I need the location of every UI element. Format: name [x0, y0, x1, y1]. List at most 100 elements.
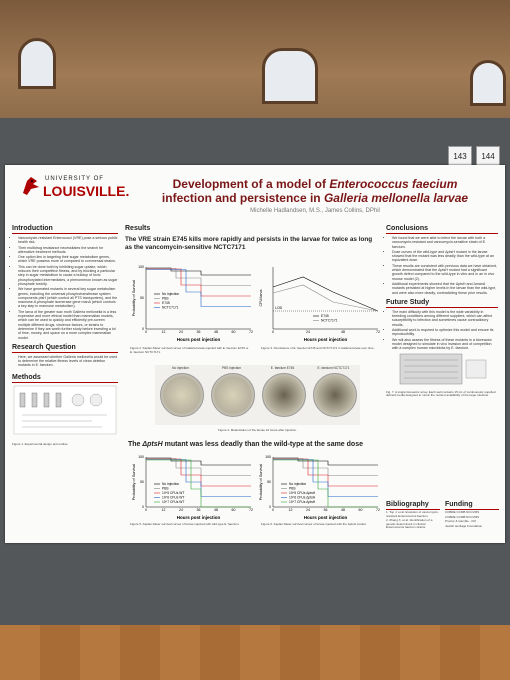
- bullet-list: Vancomycin-resistant Enterococci (VRE) p…: [12, 236, 118, 340]
- curve: [146, 269, 251, 307]
- x-tick-label: 0: [272, 330, 274, 334]
- funder: COBRE CCMB NCCVMS: [445, 510, 480, 514]
- middle-column: Results The VRE strain E745 kills more r…: [125, 225, 380, 251]
- x-tick-label: 72: [249, 508, 253, 512]
- legend-label: 10^5 CFUs WT: [162, 491, 184, 495]
- section-heading: Funding: [445, 501, 499, 510]
- title-text: Enterococcus faecium: [329, 177, 458, 191]
- curve: [273, 459, 378, 508]
- y-tick-label: 100: [138, 455, 144, 459]
- legend-label: NCTC7171: [321, 319, 338, 323]
- x-tick-label: 48: [214, 508, 218, 512]
- legend-label: NCTC7171: [162, 306, 179, 310]
- bullet: We have generated mutants in several key…: [18, 287, 118, 308]
- x-axis-title: Hours post injection: [304, 515, 348, 520]
- curve: [146, 459, 251, 497]
- x-tick-label: 36: [197, 508, 201, 512]
- photo-label: No injection: [172, 366, 189, 370]
- section-heading: Methods: [12, 374, 118, 383]
- x-tick-label: 48: [341, 508, 345, 512]
- legend-label: PBS: [162, 297, 169, 301]
- photo-label: PBS injection: [222, 366, 241, 370]
- bullet: Dose curves of the wild-type and ΔptsH m…: [392, 250, 498, 263]
- x-axis-title: Hours post injection: [177, 515, 221, 520]
- x-tick-label: 0: [145, 330, 147, 334]
- bibliography: Bibliography 1. Top J, et al. Evolution …: [386, 501, 440, 530]
- bullet: Additional work is required to optimize …: [392, 328, 498, 337]
- bullet: We found that we were able to infect the…: [392, 236, 498, 249]
- legend-label: 10^5 CFUs ΔptsH: [289, 491, 316, 495]
- x-tick-label: 24: [306, 508, 310, 512]
- curve: [272, 284, 379, 312]
- petri-dish: [160, 373, 204, 417]
- university-name: LOUISVILLE.: [43, 183, 130, 199]
- section-heading: Conclusions: [386, 225, 498, 234]
- x-tick-label: 72: [376, 508, 380, 512]
- petri-dish: [211, 373, 255, 417]
- bullet: Additional experiments showed that the Δ…: [392, 282, 498, 295]
- window: [470, 60, 506, 106]
- y-tick-label: 50: [267, 480, 271, 484]
- petri-dish: [313, 373, 357, 417]
- curve: [272, 276, 379, 312]
- figure-caption: Figure 1. Experimental design and outlin…: [12, 441, 69, 446]
- curve: [273, 458, 378, 476]
- x-tick-label: 12: [162, 508, 166, 512]
- curve: [146, 268, 251, 286]
- legend-label: No injection: [162, 292, 179, 296]
- window: [262, 48, 318, 104]
- x-tick-label: 48: [341, 330, 345, 334]
- legend-label: No injection: [289, 482, 306, 486]
- poster: UNIVERSITY OF LOUISVILLE. Development of…: [5, 165, 505, 543]
- x-tick-label: 24: [179, 508, 183, 512]
- figure-caption: Figure 6. Kaplan-Meier survival curves o…: [261, 522, 367, 526]
- funding: Funding COBRE CCMB NCCVMS COBRE CCMB NCCV…: [445, 501, 499, 528]
- y-axis-title: Probability of Survival: [259, 464, 263, 501]
- bullet-list: We found that we were able to infect the…: [386, 236, 498, 295]
- x-tick-label: 24: [306, 330, 310, 334]
- photo-label: E. faecium E745: [270, 366, 295, 370]
- logo-cardinal: [23, 177, 39, 195]
- cfu-chart: 0 24 48 72 Hours post injection CFU/larva LOD E…: [259, 267, 380, 342]
- legend-label: No injection: [162, 482, 179, 486]
- figure-caption: Figure 5. Kaplan-Meier survival curves o…: [130, 522, 240, 526]
- wall: [0, 0, 510, 125]
- y-tick-label: 0: [269, 505, 271, 509]
- reference: 2. Zhang X, et al. Identification of a g…: [386, 518, 433, 530]
- bullet: We will also assess the fitness of these…: [392, 338, 498, 351]
- authors: Michelle Hadlandsen, M.S., James Collins…: [250, 208, 380, 214]
- funder: Jewish Heritage Foundation: [445, 523, 483, 528]
- paragraph: Here, we assessed whether Galleria mello…: [18, 354, 118, 368]
- curve: [146, 458, 251, 476]
- larvae-photos: No injection PBS injection E. faecium E745…: [155, 365, 360, 425]
- legend-label: 10^7 CFUs WT: [162, 500, 184, 504]
- floor: [0, 625, 510, 680]
- board-number: 143: [448, 146, 472, 166]
- x-tick-label: 48: [214, 330, 218, 334]
- y-tick-label: 100: [138, 265, 144, 269]
- legend-label: E745: [321, 314, 329, 318]
- section-heading: Research Question: [12, 344, 118, 353]
- section-heading: Bibliography: [386, 501, 440, 510]
- bullet: Their multidrug resistance necessitates …: [18, 246, 118, 255]
- figure-caption: Figure 2. Kaplan-Meier survival curves o…: [130, 346, 249, 354]
- bullet: The larva of the greater wax moth Galler…: [18, 310, 118, 340]
- x-tick-label: 0: [145, 508, 147, 512]
- figure-caption: Fig. 7. A single bioreactor array. Each …: [386, 389, 496, 398]
- bullet: This can be done both by inhibiting suga…: [18, 265, 118, 286]
- title-text: Development of a model of: [172, 177, 330, 191]
- figure-caption: Figure 3. Persistence of E. faecium E745…: [261, 346, 375, 350]
- curve: [146, 268, 251, 297]
- board-number: 144: [476, 146, 500, 166]
- curve: [146, 459, 251, 508]
- x-axis-title: Hours post injection: [304, 337, 348, 342]
- section-heading: Future Study: [386, 299, 498, 308]
- legend-label: 10^7 CFUs ΔptsH: [289, 500, 316, 504]
- bullet: One option lies in targeting their sugar…: [18, 255, 118, 264]
- x-tick-label: 0: [272, 508, 274, 512]
- x-tick-label: 72: [249, 330, 253, 334]
- title-text: Galleria mellonella larvae: [323, 191, 469, 205]
- y-tick-label: 100: [265, 455, 271, 459]
